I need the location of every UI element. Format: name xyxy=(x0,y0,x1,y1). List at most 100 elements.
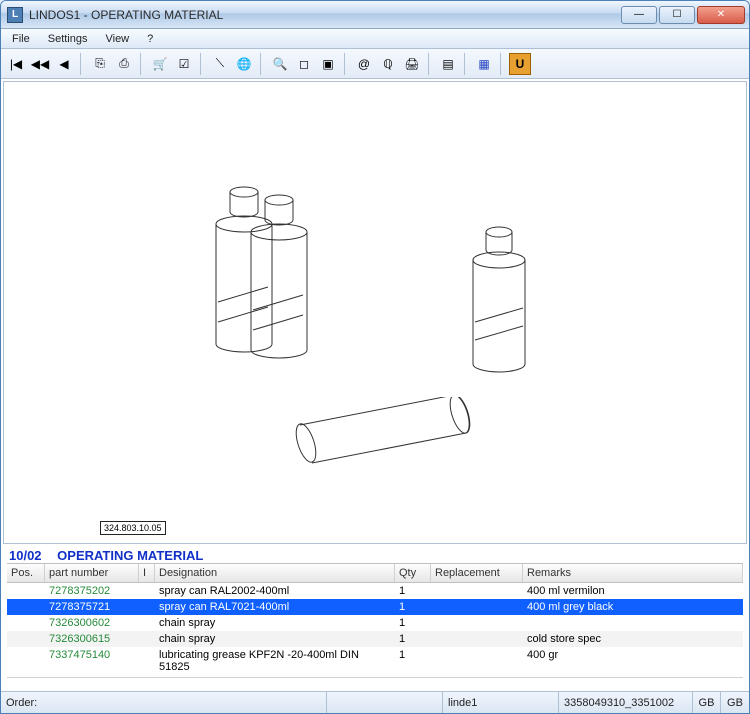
table-row[interactable]: 7326300615 chain spray1 cold store spec xyxy=(7,631,743,647)
box2-icon[interactable]: ▣ xyxy=(317,53,339,75)
toolbar-separator xyxy=(500,53,504,75)
box1-icon[interactable]: ◻ xyxy=(293,53,315,75)
toolbar-separator xyxy=(200,53,204,75)
cell-pos xyxy=(7,631,45,647)
col-i[interactable]: I xyxy=(139,564,155,582)
cell-replacement xyxy=(431,583,523,599)
cell-qty: 1 xyxy=(395,615,431,631)
col-replacement[interactable]: Replacement xyxy=(431,564,523,582)
col-remarks[interactable]: Remarks xyxy=(523,564,743,582)
toolbar-separator xyxy=(80,53,84,75)
cell-i xyxy=(139,647,155,675)
check-icon[interactable]: ☑ xyxy=(173,53,195,75)
table-row[interactable]: 7278375721spray can RAL7021-400ml1400 ml… xyxy=(7,599,743,615)
table-row[interactable]: 7337475140 lubricating grease KPF2N -20-4… xyxy=(7,647,743,675)
status-order-label: Order: xyxy=(6,697,37,709)
export-icon[interactable]: ⎘ xyxy=(89,53,111,75)
cell-replacement xyxy=(431,647,523,675)
cell-remarks: cold store spec xyxy=(523,631,743,647)
cell-designation: chain spray xyxy=(155,631,395,647)
app-icon: L xyxy=(7,7,23,23)
cell-qty: 1 xyxy=(395,647,431,675)
cell-designation: chain spray xyxy=(155,615,395,631)
spray-can-single-illustration xyxy=(459,222,539,382)
grid-icon[interactable]: ▦ xyxy=(473,53,495,75)
at-icon[interactable]: @ xyxy=(353,53,375,75)
menu-file[interactable]: File xyxy=(5,31,37,47)
cell-partnumber: 7278375721 xyxy=(45,599,139,615)
cell-remarks: 400 gr xyxy=(523,647,743,675)
cell-designation: spray can RAL2002-400ml xyxy=(155,583,395,599)
cart-icon[interactable]: 🛒 xyxy=(149,53,171,75)
table-header: Pos. part number I Designation Qty Repla… xyxy=(7,563,743,583)
cell-remarks: 400 ml vermilon xyxy=(523,583,743,599)
menu-view[interactable]: View xyxy=(98,31,136,47)
u-icon[interactable]: U xyxy=(509,53,531,75)
cell-designation: lubricating grease KPF2N -20-400ml DIN 5… xyxy=(155,647,395,675)
cell-qty: 1 xyxy=(395,631,431,647)
section-code: 10/02 xyxy=(9,548,42,563)
cell-pos xyxy=(7,583,45,599)
app-window: L LINDOS1 - OPERATING MATERIAL — ☐ ✕ Fil… xyxy=(0,0,750,714)
toolbar-separator xyxy=(140,53,144,75)
cell-replacement xyxy=(431,615,523,631)
status-reference: 3358049310_3351002 xyxy=(559,692,693,713)
cell-i xyxy=(139,599,155,615)
section-heading: 10/02 OPERATING MATERIAL xyxy=(1,546,749,563)
col-qty[interactable]: Qty xyxy=(395,564,431,582)
cell-i xyxy=(139,583,155,599)
nav-fastback-icon[interactable]: ◀◀ xyxy=(29,53,51,75)
zoom-icon[interactable]: 🔍 xyxy=(269,53,291,75)
cell-pos xyxy=(7,599,45,615)
cell-qty: 1 xyxy=(395,599,431,615)
cell-remarks xyxy=(523,615,743,631)
window-title: LINDOS1 - OPERATING MATERIAL xyxy=(29,8,223,22)
col-designation[interactable]: Designation xyxy=(155,564,395,582)
cell-partnumber: 7337475140 xyxy=(45,647,139,675)
status-lang1: GB xyxy=(693,692,721,713)
menubar: File Settings View ? xyxy=(1,29,749,49)
table-body: 7278375202spray can RAL2002-400ml1400 ml… xyxy=(7,583,743,675)
cell-partnumber: 7326300615 xyxy=(45,631,139,647)
section-name: OPERATING MATERIAL xyxy=(57,548,203,563)
cell-partnumber: 7278375202 xyxy=(45,583,139,599)
table-footer-spacer xyxy=(7,677,743,691)
book-icon[interactable]: ▤ xyxy=(437,53,459,75)
menu-settings[interactable]: Settings xyxy=(41,31,95,47)
close-button[interactable]: ✕ xyxy=(697,6,745,24)
status-order: Order: xyxy=(1,692,327,713)
col-partnumber[interactable]: part number xyxy=(45,564,139,582)
copy-icon[interactable]: ⎙ xyxy=(113,53,135,75)
cell-remarks: 400 ml grey black xyxy=(523,599,743,615)
q-icon[interactable]: ℚ xyxy=(377,53,399,75)
titlebar: L LINDOS1 - OPERATING MATERIAL — ☐ ✕ xyxy=(1,1,749,29)
tube-illustration xyxy=(284,397,484,477)
cell-partnumber: 7326300602 xyxy=(45,615,139,631)
toolbar-separator xyxy=(260,53,264,75)
cell-pos xyxy=(7,647,45,675)
status-lang2: GB xyxy=(721,692,749,713)
cell-replacement xyxy=(431,631,523,647)
table-row[interactable]: 7326300602 chain spray1 xyxy=(7,615,743,631)
minimize-button[interactable]: — xyxy=(621,6,657,24)
toolbar-separator xyxy=(464,53,468,75)
col-pos[interactable]: Pos. xyxy=(7,564,45,582)
status-blank xyxy=(327,692,443,713)
drawing-canvas[interactable]: 324.803.10.05 xyxy=(3,81,747,544)
drawing-code-label: 324.803.10.05 xyxy=(100,521,166,535)
print-icon[interactable]: 🖨 xyxy=(401,53,423,75)
toolbar-separator xyxy=(428,53,432,75)
maximize-button[interactable]: ☐ xyxy=(659,6,695,24)
nav-first-icon[interactable]: |◀ xyxy=(5,53,27,75)
hide-icon[interactable]: ⟍ xyxy=(209,53,231,75)
table-row[interactable]: 7278375202 spray can RAL2002-400ml1 400 ml… xyxy=(7,583,743,599)
menu-help[interactable]: ? xyxy=(140,31,160,47)
toolbar-separator xyxy=(344,53,348,75)
nav-back-icon[interactable]: ◀ xyxy=(53,53,75,75)
globe-icon[interactable]: 🌐 xyxy=(233,53,255,75)
cell-qty: 1 xyxy=(395,583,431,599)
content-area: 324.803.10.05 10/02 OPERATING MATERIAL P… xyxy=(1,79,749,691)
toolbar: |◀ ◀◀ ◀ ⎘ ⎙ 🛒 ☑ ⟍ 🌐 🔍 ◻ ▣ @ ℚ 🖨 ▤ ▦ U xyxy=(1,49,749,79)
parts-table: Pos. part number I Designation Qty Repla… xyxy=(7,563,743,675)
cell-i xyxy=(139,615,155,631)
